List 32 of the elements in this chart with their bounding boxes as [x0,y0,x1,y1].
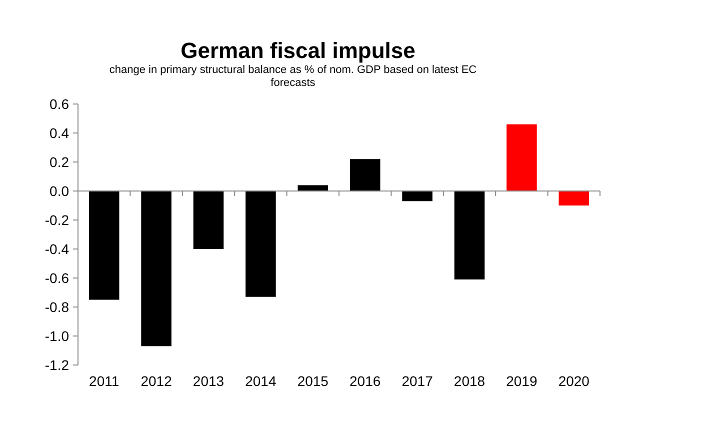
bar [141,191,172,346]
x-tick-label: 2017 [402,373,434,389]
bar [402,191,432,202]
x-tick-label: 2014 [245,373,276,389]
x-tick-label: 2011 [89,373,120,389]
chart-subtitle: change in primary structural balance as % of nom. GDP based on latest EC forecasts [108,64,478,90]
bar [298,185,328,191]
y-tick-label: -0.8 [44,298,70,315]
y-tick-label: 0.4 [50,124,70,141]
x-tick-label: 2018 [454,373,486,389]
bar [350,159,380,191]
x-tick-label: 2019 [506,373,538,389]
bar [558,191,590,206]
x-tick-label: 2020 [558,373,590,389]
x-tick-label: 2012 [140,373,172,389]
x-tick-label: 2016 [350,373,381,389]
bar [88,191,120,300]
y-tick-label: 0.0 [50,182,70,199]
y-tick-label: -0.6 [44,270,70,286]
x-tick-label: 2015 [297,373,329,389]
bar [506,124,537,191]
x-tick-label: 2013 [192,373,224,389]
y-tick-label: -1.0 [44,328,70,344]
y-tick-label: 0.2 [50,154,70,170]
chart-title: German fiscal impulse [180,38,416,63]
bar [193,191,224,249]
bar [454,191,485,280]
bar [246,191,276,297]
y-tick-label: -0.4 [44,240,70,257]
y-tick-label: -1.2 [44,356,70,373]
y-tick-label: 0.6 [50,96,70,112]
y-tick-label: -0.2 [44,212,70,228]
